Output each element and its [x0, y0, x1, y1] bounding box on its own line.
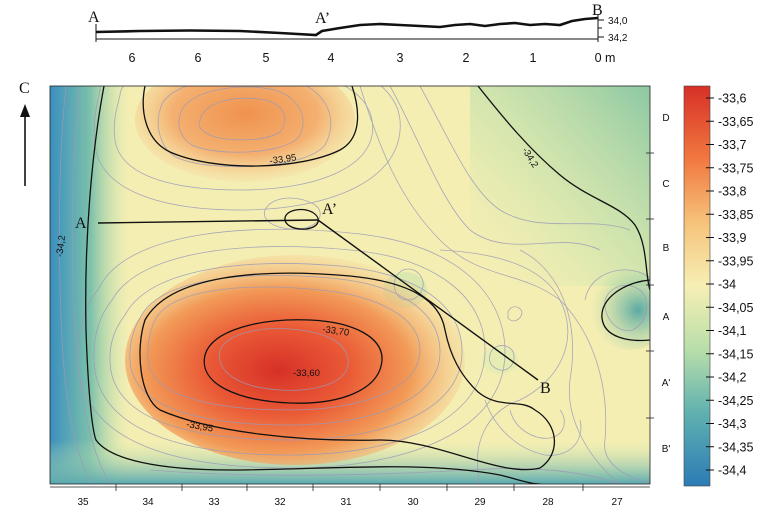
colorbar-label: -33,6 [718, 92, 747, 106]
contour-342-right-dip [601, 279, 650, 342]
colorbar-label: -33,95 [718, 254, 753, 268]
colorbar-label: -34,05 [718, 301, 753, 315]
section-label-a-prime: A’ [322, 201, 337, 218]
map-depression-small-2 [482, 346, 518, 374]
bottom-grid-label: 35 [77, 497, 89, 508]
profile-elevation-label: 34,0 [608, 16, 628, 27]
north-arrow-head [20, 104, 30, 117]
colorbar-gradient [683, 85, 711, 487]
right-grid-label: A [663, 312, 670, 323]
profile-line [95, 16, 599, 37]
right-grid-label: A' [662, 378, 671, 389]
contour-small-ellipse [284, 208, 319, 230]
right-grid-label: B' [662, 444, 671, 455]
bottom-grid-label: 32 [274, 497, 286, 508]
section-segment-b [317, 219, 539, 381]
contour-3395-lower [139, 272, 556, 471]
profile-elevation-axis: 34,0 34,2 [598, 16, 628, 44]
north-arrow: C [19, 80, 30, 186]
minor-contours [58, 86, 650, 484]
contour-label-peak: -33,60 [293, 368, 320, 379]
profile-distance-label: 2 [463, 51, 470, 65]
north-label: C [19, 80, 30, 97]
contour-label-inner-ring: -33,70 [322, 324, 350, 339]
map-right-grid: D C B A A' B' [646, 113, 670, 455]
major-contours [85, 86, 650, 484]
bottom-grid-label: 34 [142, 497, 154, 508]
profile-distance-label: 4 [328, 51, 335, 65]
colorbar-label: -33,7 [718, 138, 747, 152]
section-label-b: B [540, 380, 551, 397]
colorbar-label: -34,25 [718, 394, 753, 408]
colorbar-label: -34,35 [718, 440, 753, 454]
colorbar-label: -34 [718, 278, 736, 292]
bottom-grid-label: 27 [611, 497, 623, 508]
profile-distance-label: 0 m [595, 51, 616, 65]
colorbar-label: -34,2 [718, 371, 747, 385]
right-grid-label: D [662, 113, 669, 124]
bottom-grid-label: 30 [407, 497, 419, 508]
profile-panel: A A’ B 34,0 34,2 6 6 5 4 3 2 1 0 m [88, 2, 628, 65]
bottom-grid-label: 33 [208, 497, 220, 508]
colorbar-label: -33,9 [718, 231, 747, 245]
profile-distance-label: 1 [530, 51, 537, 65]
map-bottom-grid: 35 34 33 32 31 30 29 28 27 [50, 484, 650, 508]
profile-end-label: B [592, 2, 603, 19]
contour-map: A A’ B -33,95 -34,2 -34,2 -33,70 -33,60 … [19, 80, 670, 508]
profile-mid-label: A’ [315, 10, 330, 27]
colorbar-label: -33,75 [718, 161, 753, 175]
right-grid-label: B [663, 243, 670, 254]
contour-3395-upper [142, 86, 359, 167]
profile-distance-label: 5 [263, 51, 270, 65]
colorbar-ticks: -33,6 -33,65 -33,7 -33,75 -33,8 -33,85 -33,9 -3… [706, 92, 753, 478]
contour-342-left [85, 86, 541, 484]
colorbar-label: -33,8 [718, 185, 747, 199]
bottom-grid-label: 29 [474, 497, 486, 508]
contour-label-upper-ring: -33,95 [269, 152, 297, 167]
colorbar-label: -34,4 [718, 464, 747, 478]
section-line: A A’ B [75, 201, 551, 397]
profile-start-label: A [88, 9, 100, 26]
map-high-lower [125, 255, 465, 465]
colorbar-label: -34,15 [718, 347, 753, 361]
map-high-upper [135, 86, 355, 182]
colorbar: -33,6 -33,65 -33,7 -33,75 -33,8 -33,85 -33,9 -3… [683, 85, 753, 487]
map-edge-top-right [470, 86, 650, 286]
profile-distance-label: 6 [129, 51, 136, 65]
map-depression-right [590, 270, 650, 350]
colorbar-label: -33,65 [718, 115, 753, 129]
map-edge-left [50, 86, 130, 484]
colorbar-label: -34,1 [718, 324, 747, 338]
section-segment-a [97, 219, 319, 224]
profile-distance-axis: 6 6 5 4 3 2 1 0 m [129, 51, 616, 65]
profile-distance-label: 6 [195, 51, 202, 65]
profile-distance-label: 3 [397, 51, 404, 65]
contour-label-lower-ring: -33,95 [185, 419, 213, 435]
right-grid-label: C [662, 179, 669, 190]
colorbar-label: -34,3 [718, 417, 747, 431]
contour-label-left: -34,2 [54, 235, 68, 258]
contour-3370 [203, 319, 383, 404]
section-label-a: A [75, 215, 87, 232]
profile-elevation-label: 34,2 [608, 33, 628, 44]
bottom-grid-label: 28 [542, 497, 554, 508]
contour-342-upper [477, 86, 650, 291]
colorbar-label: -33,85 [718, 208, 753, 222]
bottom-grid-label: 31 [340, 497, 352, 508]
